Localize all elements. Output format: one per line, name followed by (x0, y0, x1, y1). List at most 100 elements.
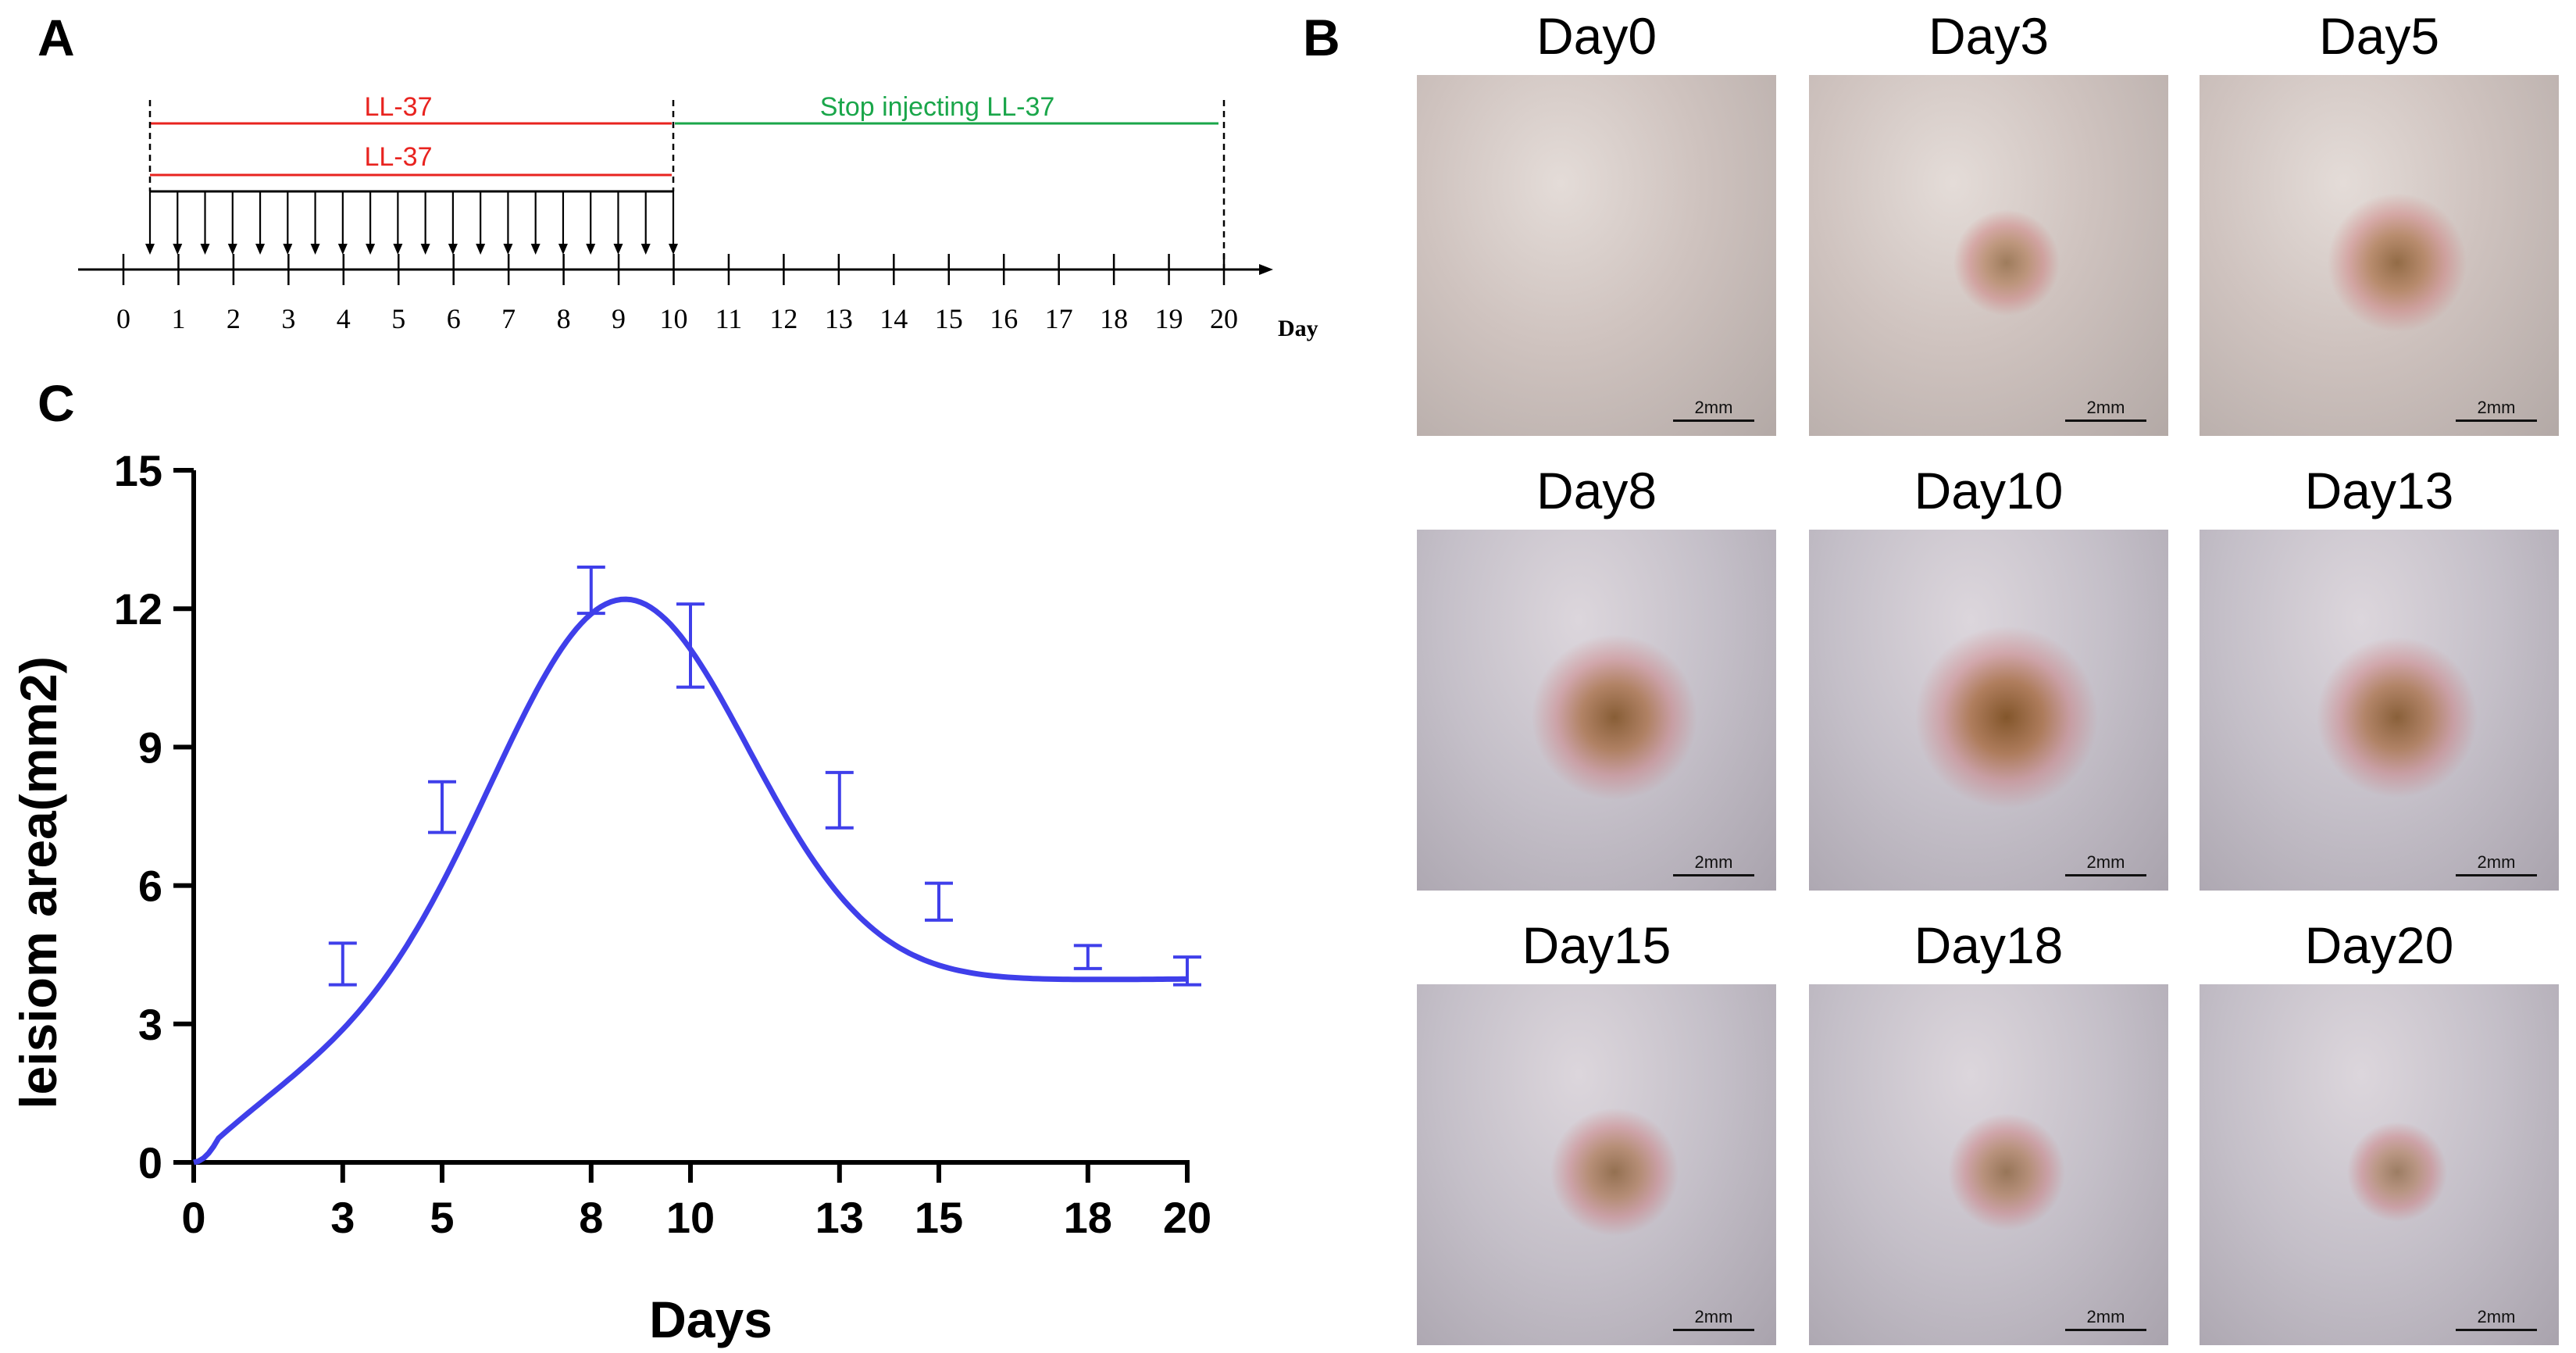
lesion-photo-cell: Day10 2mm (1809, 455, 2168, 891)
scale-bar: 2mm (2456, 852, 2537, 876)
injection-arrowhead (669, 244, 678, 255)
timeline-tick-label: 2 (227, 303, 241, 334)
timeline-tick-label: 7 (501, 303, 516, 334)
ll37-label-1: LL-37 (365, 92, 433, 122)
y-tick-label: 0 (138, 1138, 162, 1187)
timeline-arrowhead (1259, 264, 1273, 275)
scale-bar: 2mm (2065, 398, 2146, 422)
injection-arrowhead (145, 244, 155, 255)
scale-bar: 2mm (1673, 398, 1754, 422)
scale-bar: 2mm (1673, 852, 1754, 876)
scale-bar-line (1673, 1329, 1754, 1331)
injection-arrowhead (448, 244, 458, 255)
lesion-photo-cell: Day8 2mm (1417, 455, 1776, 891)
photo-day-label: Day13 (2304, 462, 2454, 519)
x-tick-label: 18 (1064, 1193, 1112, 1242)
timeline-tick-label: 14 (879, 303, 908, 334)
injection-arrowhead (420, 244, 430, 255)
scale-bar-label: 2mm (2477, 1307, 2516, 1326)
timeline-tick-label: 9 (612, 303, 626, 334)
scale-bar-label: 2mm (1694, 1307, 1733, 1326)
lesion-photo: 2mm (1417, 984, 1776, 1345)
lesion-photo: 2mm (1417, 75, 1776, 436)
injection-arrowhead (613, 244, 623, 255)
panel-c-letter: C (37, 374, 75, 432)
timeline-tick-label: 16 (990, 303, 1018, 334)
photo-day-label: Day8 (1536, 462, 1657, 519)
injection-arrowhead (476, 244, 486, 255)
ll37-label-2: LL-37 (365, 142, 433, 172)
scale-bar: 2mm (2065, 1307, 2146, 1331)
y-axis-label: leisiom area(mm2) (9, 656, 67, 1109)
lesion-photo-cell: Day18 2mm (1809, 909, 2168, 1345)
injection-arrowhead (227, 244, 237, 255)
y-tick-label: 15 (114, 446, 162, 495)
lesion-photo: 2mm (2200, 530, 2559, 891)
timeline-tick-label: 20 (1210, 303, 1238, 334)
scale-bar-line (1673, 874, 1754, 876)
photo-day-label: Day20 (2304, 916, 2454, 974)
scale-bar-line (2065, 874, 2146, 876)
injection-arrowhead (503, 244, 513, 255)
scale-bar-line (2456, 419, 2537, 422)
timeline-tick-label: 11 (715, 303, 743, 334)
injection-arrowhead (310, 244, 320, 255)
lesion-photo: 2mm (1809, 530, 2168, 891)
injection-arrowhead (200, 244, 210, 255)
injection-arrowhead (283, 244, 293, 255)
lesion-photo-cell: Day3 2mm (1809, 0, 2168, 436)
timeline-tick-label: 19 (1155, 303, 1183, 334)
timeline-tick-label: 8 (557, 303, 571, 334)
scale-bar-label: 2mm (2477, 852, 2516, 872)
x-tick-label: 20 (1163, 1193, 1211, 1242)
timeline-tick-label: 10 (660, 303, 688, 334)
timeline-tick-label: 1 (171, 303, 185, 334)
scale-bar: 2mm (2456, 398, 2537, 422)
x-tick-label: 3 (330, 1193, 355, 1242)
injection-arrowhead (640, 244, 651, 255)
scale-bar-label: 2mm (2477, 398, 2516, 417)
x-tick-label: 5 (430, 1193, 454, 1242)
photo-day-label: Day15 (1522, 916, 1672, 974)
y-tick-label: 6 (138, 862, 162, 911)
scale-bar-label: 2mm (2086, 1307, 2125, 1326)
y-tick-label: 9 (138, 723, 162, 772)
y-tick-label: 12 (114, 584, 162, 634)
scale-bar-label: 2mm (2086, 852, 2125, 872)
scale-bar-label: 2mm (1694, 398, 1733, 417)
injection-arrowhead (366, 244, 376, 255)
day-unit-label: Day (1278, 316, 1318, 341)
scale-bar-label: 2mm (1694, 852, 1733, 872)
x-axis-label: Days (649, 1291, 772, 1348)
x-tick-label: 13 (815, 1193, 864, 1242)
injection-arrowhead (337, 244, 348, 255)
timeline-tick-label: 15 (935, 303, 963, 334)
y-tick-label: 3 (138, 1000, 162, 1049)
injection-arrowhead (393, 244, 403, 255)
injection-arrowhead (586, 244, 596, 255)
stop-injecting-label: Stop injecting LL-37 (820, 92, 1055, 122)
scale-bar-label: 2mm (2086, 398, 2125, 417)
lesion-photo-cell: Day15 2mm (1417, 909, 1776, 1345)
scale-bar-line (2456, 1329, 2537, 1331)
timeline-tick-label: 13 (825, 303, 853, 334)
scale-bar-line (2456, 874, 2537, 876)
timeline-tick-label: 3 (281, 303, 295, 334)
injection-arrowhead (530, 244, 541, 255)
photo-day-label: Day18 (1914, 916, 2064, 974)
scale-bar-line (1673, 419, 1754, 422)
photo-day-label: Day5 (2318, 7, 2440, 65)
scale-bar-line (2065, 1329, 2146, 1331)
x-tick-label: 0 (181, 1193, 205, 1242)
injection-arrowhead (558, 244, 568, 255)
timeline-tick-label: 6 (447, 303, 461, 334)
timeline-tick-label: 12 (769, 303, 797, 334)
x-tick-label: 15 (915, 1193, 963, 1242)
lesion-photo: 2mm (2200, 984, 2559, 1345)
timeline-tick-label: 18 (1100, 303, 1128, 334)
lesion-photo: 2mm (2200, 75, 2559, 436)
x-tick-label: 8 (579, 1193, 603, 1242)
timeline-tick-label: 17 (1045, 303, 1073, 334)
injection-arrowhead (255, 244, 266, 255)
